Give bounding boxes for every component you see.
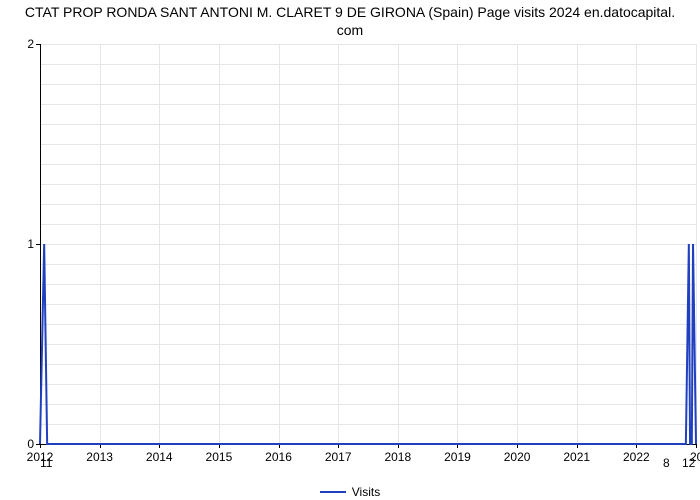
chart-title-line1: CTAT PROP RONDA SANT ANTONI M. CLARET 9 …	[25, 4, 675, 20]
x-tick-label: 2018	[384, 450, 411, 464]
x-tick-label: 2022	[623, 450, 650, 464]
annotation: 8	[663, 456, 670, 470]
grid-line-v	[696, 44, 697, 444]
x-tick-label: 2013	[86, 450, 113, 464]
y-tick-label: 0	[27, 437, 34, 451]
x-tick-mark	[696, 444, 697, 448]
x-tick-label: 2014	[146, 450, 173, 464]
chart-title-line2: com	[337, 22, 363, 38]
x-tick-label: 2019	[444, 450, 471, 464]
annotation: 11	[40, 456, 52, 470]
x-tick-label: 2017	[325, 450, 352, 464]
x-tick-label: 2016	[265, 450, 292, 464]
legend: Visits	[0, 484, 700, 499]
visits-chart: CTAT PROP RONDA SANT ANTONI M. CLARET 9 …	[0, 0, 700, 500]
x-tick-label: 2021	[563, 450, 590, 464]
plot-area: 0122012201320142015201620172018201920202…	[40, 44, 696, 444]
x-tick-label: 2015	[206, 450, 233, 464]
series-visits	[40, 44, 696, 444]
y-tick-label: 1	[27, 237, 34, 251]
chart-title: CTAT PROP RONDA SANT ANTONI M. CLARET 9 …	[0, 4, 700, 39]
annotation: 12	[682, 456, 695, 470]
legend-swatch	[320, 491, 346, 493]
legend-label: Visits	[352, 485, 380, 499]
y-tick-label: 2	[27, 37, 34, 51]
x-tick-label: 2020	[504, 450, 531, 464]
